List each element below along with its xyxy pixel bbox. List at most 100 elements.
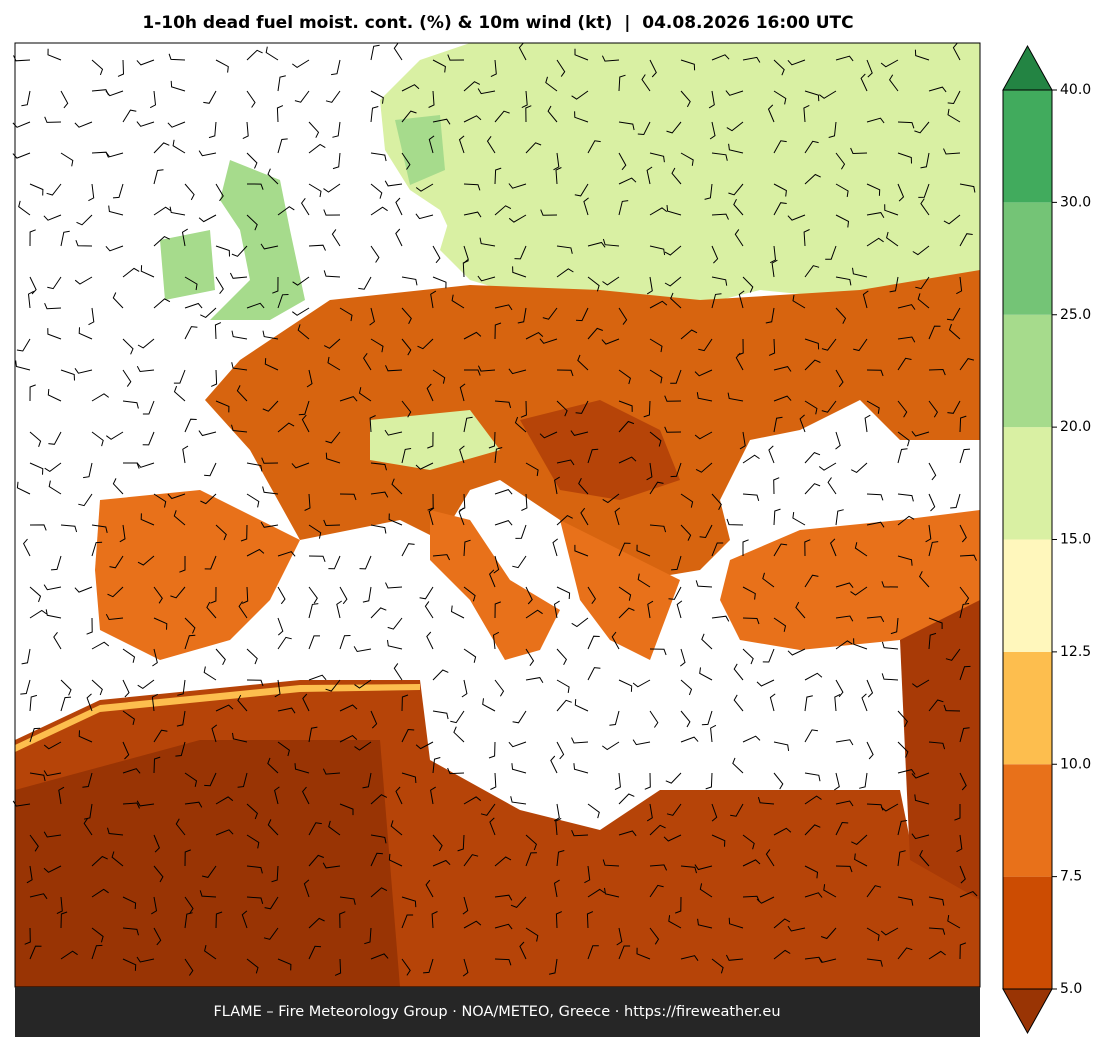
- wind-barb: [897, 710, 909, 728]
- wind-barb: [730, 803, 744, 817]
- wind-barb: [959, 358, 975, 371]
- wind-barb: [168, 53, 186, 61]
- wind-barb: [618, 307, 628, 325]
- wind-barb: [632, 679, 651, 688]
- wind-barb: [480, 803, 496, 816]
- wind-barb: [835, 865, 853, 873]
- wind-barb: [294, 763, 310, 774]
- wind-barb: [618, 456, 637, 464]
- wind-barb: [571, 737, 589, 744]
- wind-barb: [323, 338, 341, 349]
- wind-barb: [914, 121, 930, 134]
- wind-barb: [668, 915, 682, 929]
- wind-barb: [339, 803, 354, 816]
- wind-barb: [765, 849, 775, 867]
- wind-barb: [556, 699, 572, 712]
- wind-barb: [91, 927, 104, 943]
- wind-barb: [959, 942, 967, 960]
- wind-barb: [574, 183, 589, 197]
- wind-barb: [580, 507, 589, 526]
- coastal-strip: [15, 684, 420, 752]
- wind-barb: [773, 90, 787, 105]
- wind-barb: [231, 245, 248, 257]
- wind-barb: [804, 672, 823, 681]
- wind-barb: [463, 854, 479, 867]
- wind-barb: [679, 648, 686, 667]
- wind-barb: [897, 152, 912, 164]
- wind-barb: [48, 431, 62, 445]
- wind-barb: [556, 459, 575, 466]
- wind-barb: [136, 121, 155, 127]
- wind-barb: [508, 214, 527, 223]
- wind-barb: [140, 513, 155, 526]
- wind-barb: [773, 140, 787, 154]
- wind-barb: [169, 206, 186, 216]
- wind-barb: [262, 330, 279, 340]
- wind-barb: [920, 198, 930, 216]
- wind-barb: [238, 601, 248, 619]
- wind-barb: [959, 865, 966, 884]
- wind-barb: [426, 383, 434, 402]
- wind-barb: [866, 741, 874, 760]
- wind-barb: [734, 229, 744, 247]
- wind-barb: [23, 538, 31, 557]
- wind-barb: [494, 205, 512, 216]
- wind-barb: [488, 741, 496, 759]
- wind-barb: [246, 958, 259, 974]
- wind-barb: [825, 245, 837, 260]
- wind-barb: [587, 241, 606, 248]
- wind-barb: [494, 322, 502, 340]
- wind-barb: [884, 204, 899, 216]
- wind-barb: [122, 648, 136, 663]
- wind-barb: [804, 452, 821, 464]
- wind-barb: [860, 73, 868, 92]
- wind-barb: [525, 677, 544, 683]
- wind-barb: [602, 493, 620, 504]
- wind-barb: [804, 824, 821, 836]
- wind-barb: [835, 582, 854, 589]
- wind-barb: [511, 763, 527, 774]
- wind-barb: [818, 462, 837, 471]
- wind-barb: [170, 586, 186, 599]
- wind-barb: [432, 834, 443, 852]
- wind-barb: [393, 663, 403, 681]
- wind-barb: [246, 49, 263, 61]
- wind-barb: [756, 679, 775, 687]
- wind-barb: [804, 539, 811, 557]
- wind-barb: [369, 415, 376, 433]
- wind-barb: [308, 822, 322, 836]
- wind-barb: [74, 368, 93, 374]
- wind-barb: [742, 539, 749, 556]
- wind-barb: [83, 462, 93, 479]
- wind-barb: [928, 541, 939, 557]
- wind-barb: [818, 957, 837, 963]
- wind-barb: [880, 59, 899, 68]
- wind-barb: [680, 493, 694, 508]
- wind-barb: [510, 896, 527, 908]
- wind-barb: [514, 416, 527, 433]
- wind-barb: [866, 521, 885, 528]
- wind-barb: [680, 59, 696, 71]
- wind-barb: [339, 734, 358, 743]
- wind-barb: [492, 631, 500, 650]
- wind-barb: [742, 859, 761, 867]
- wind-barb: [866, 59, 873, 78]
- wind-barb: [432, 859, 451, 867]
- wind-barb: [336, 600, 342, 619]
- wind-barb: [86, 617, 93, 635]
- wind-barb: [889, 276, 899, 293]
- wind-barb: [773, 543, 788, 557]
- wind-barb: [649, 648, 667, 656]
- wind-barb: [136, 365, 155, 373]
- wind-barb: [21, 90, 31, 107]
- wind-barb: [277, 741, 290, 757]
- wind-barb: [618, 830, 637, 837]
- wind-barb: [699, 667, 713, 681]
- wind-barb: [897, 448, 908, 464]
- wind-barb: [556, 59, 566, 77]
- wind-barb: [552, 538, 559, 557]
- wind-barb: [518, 42, 527, 61]
- wind-barb: [388, 513, 403, 526]
- wind-barb: [364, 927, 372, 945]
- italy: [430, 510, 560, 660]
